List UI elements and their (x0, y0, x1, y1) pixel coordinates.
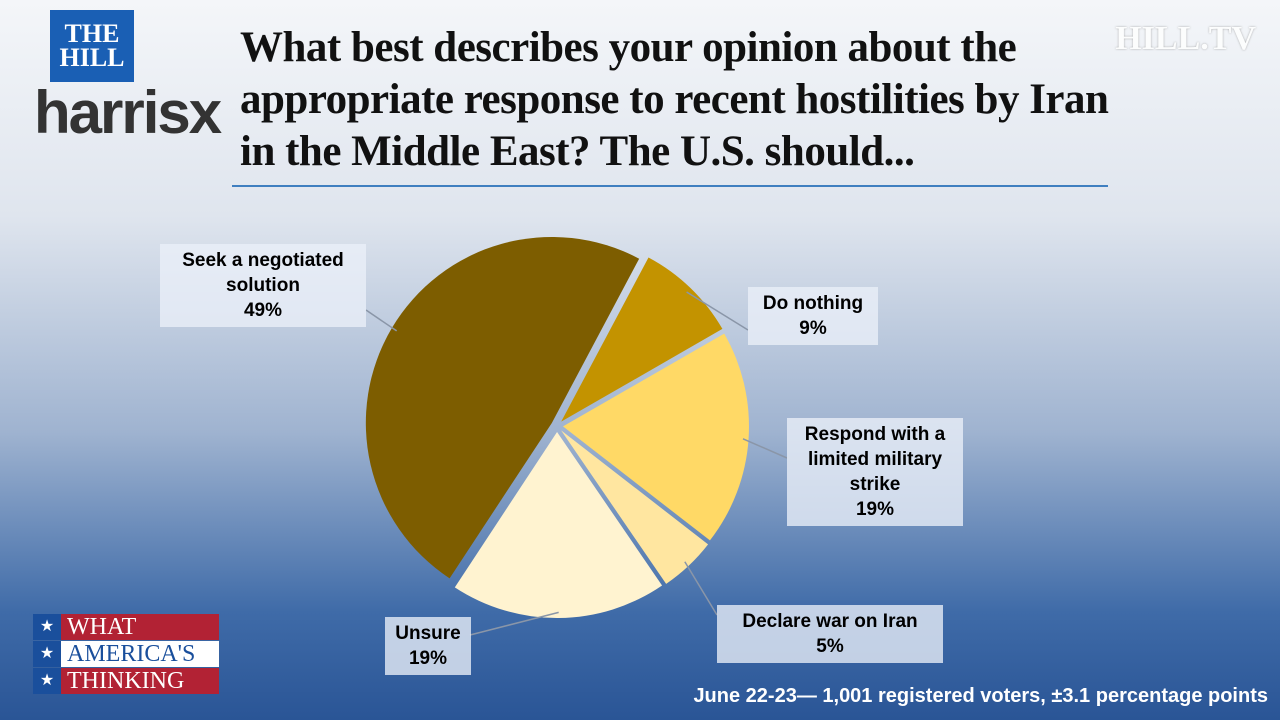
category-label: Seek a negotiated solution (182, 250, 344, 296)
pie-slice (365, 236, 640, 579)
pie-slice (454, 431, 663, 618)
series-word: WHAT (33, 614, 219, 640)
outlet-logo: THE HILL (50, 10, 134, 82)
value-label: 9% (799, 318, 827, 339)
category-label: Declare war on Iran (742, 611, 918, 632)
leader-line (365, 309, 398, 332)
data-label: Declare war on Iran 5% (717, 605, 943, 663)
series-word: AMERICA'S (33, 641, 219, 667)
data-label: Unsure 19% (385, 617, 471, 675)
series-word: THINKING (33, 668, 219, 694)
value-label: 5% (816, 636, 844, 657)
leader-line (684, 561, 718, 616)
chart-note: June 22-23— 1,001 registered voters, ±3.… (693, 685, 1268, 707)
leader-line (469, 611, 559, 636)
value-label: 49% (243, 300, 283, 321)
leader-line (742, 438, 788, 459)
pie-slice (561, 430, 709, 584)
pie-slice (562, 333, 749, 541)
data-label: Respond with a limited military strike 19… (787, 418, 963, 526)
leader-line (686, 291, 749, 331)
value-label: 19% (855, 499, 895, 520)
pollster-logo: harrisx (34, 79, 222, 146)
category-label: Respond with a limited military strike (804, 424, 946, 495)
pie-slice (561, 257, 723, 422)
series-logo: WHAT AMERICA'S THINKING (33, 614, 219, 695)
category-label: Do nothing (762, 293, 864, 314)
data-label: Seek a negotiated solution 49% (160, 244, 366, 327)
value-label: 19% (408, 648, 448, 669)
data-label: Do nothing 9% (748, 287, 878, 345)
network-logo: HILL.TV (1115, 20, 1256, 57)
category-label: Unsure (395, 623, 461, 644)
chart-title: What best describes your opinion about t… (240, 24, 1109, 175)
title-rule (232, 185, 1108, 187)
